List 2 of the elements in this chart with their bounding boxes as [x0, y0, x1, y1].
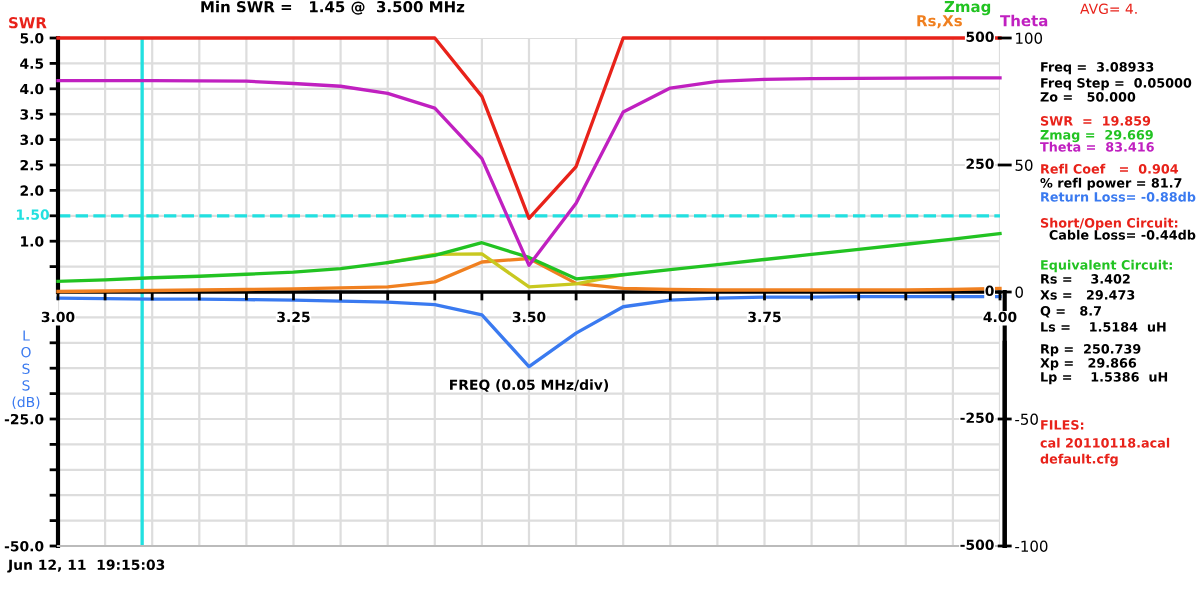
- line-series: [56, 231, 1002, 283]
- line-series: [56, 76, 1002, 267]
